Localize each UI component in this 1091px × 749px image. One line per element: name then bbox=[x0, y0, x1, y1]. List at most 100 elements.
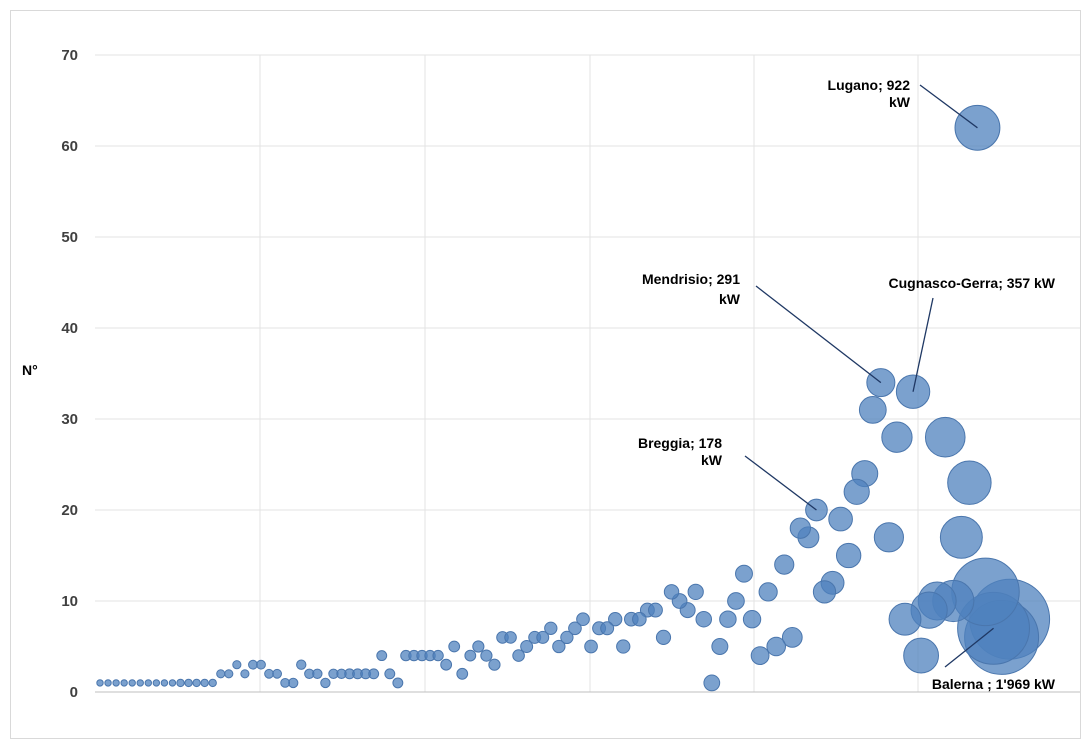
bubble-point bbox=[789, 517, 811, 539]
bubble-point bbox=[464, 649, 477, 662]
bubble-point bbox=[600, 621, 615, 636]
bubble-point bbox=[208, 678, 217, 688]
annotation-label: Cugnasco-Gerra; 357 kW bbox=[889, 275, 1056, 291]
annotation-leader-line bbox=[944, 627, 994, 668]
bubble-point bbox=[248, 659, 258, 670]
bubble-point bbox=[488, 658, 501, 671]
bubble-point bbox=[843, 478, 870, 505]
bubble-point bbox=[687, 583, 704, 601]
bubble-point bbox=[168, 679, 177, 687]
annotation-label: kW bbox=[701, 452, 723, 468]
annotation-label: kW bbox=[719, 291, 741, 307]
y-tick-label: 60 bbox=[61, 138, 78, 155]
bubble-point bbox=[924, 416, 966, 458]
bubble-point bbox=[384, 668, 396, 680]
bubble-point bbox=[176, 678, 185, 688]
bubble-point bbox=[224, 669, 234, 679]
annotation-leader-line bbox=[912, 297, 934, 392]
bubble-point bbox=[536, 630, 550, 644]
annotation-balerna: Balerna ; 1'969 kW bbox=[932, 627, 1056, 692]
bubble-point bbox=[735, 564, 753, 583]
bubble-point bbox=[954, 104, 1001, 151]
bubble-point bbox=[280, 678, 291, 688]
y-tick-label: 10 bbox=[61, 593, 78, 610]
bubble-point bbox=[781, 627, 803, 648]
bubble-point bbox=[888, 602, 922, 636]
annotation-cugnasco: Cugnasco-Gerra; 357 kW bbox=[889, 275, 1056, 392]
bubble-point bbox=[858, 396, 887, 424]
bubble-point bbox=[96, 679, 104, 687]
bubble-point bbox=[192, 678, 201, 688]
bubble-point bbox=[504, 631, 517, 644]
bubble-point bbox=[947, 460, 992, 505]
annotation-label: Mendrisio; 291 bbox=[642, 271, 740, 287]
bubble-point bbox=[376, 650, 388, 662]
bubble-point bbox=[272, 668, 283, 679]
bubble-point bbox=[112, 679, 120, 687]
bubble-point bbox=[711, 638, 729, 655]
bubble-point bbox=[152, 679, 161, 687]
annotation-label: kW bbox=[889, 94, 911, 110]
bubble-point bbox=[200, 678, 209, 688]
bubble-point bbox=[432, 649, 444, 662]
bubble-point bbox=[727, 592, 745, 610]
bubble-point bbox=[758, 582, 778, 602]
bubble-point bbox=[520, 640, 534, 653]
bubble-point bbox=[632, 611, 647, 627]
bubble-point bbox=[608, 612, 623, 627]
tick-layer: 0 10 20 30 40 50 60 70 bbox=[61, 47, 78, 701]
annotation-leader-line bbox=[744, 455, 817, 511]
bubble-point bbox=[663, 584, 680, 600]
bubble-point bbox=[695, 610, 713, 628]
y-tick-label: 40 bbox=[61, 320, 78, 337]
annotation-leader-line bbox=[755, 285, 882, 384]
bubble-point bbox=[812, 580, 837, 604]
bubble-layer bbox=[96, 104, 1051, 692]
bubble-point bbox=[895, 374, 931, 409]
bubble-point bbox=[320, 677, 331, 689]
bubble-point bbox=[368, 668, 380, 680]
bubble-point bbox=[774, 554, 795, 575]
bubble-point bbox=[312, 668, 323, 679]
bubble-point bbox=[576, 612, 590, 627]
bubble-point bbox=[440, 658, 453, 671]
annotation-label: Lugano; 922 bbox=[828, 77, 911, 93]
bubble-point bbox=[655, 629, 672, 645]
bubble-point bbox=[835, 542, 862, 569]
bubble-point bbox=[160, 679, 169, 687]
bubble-point bbox=[136, 679, 144, 687]
bubble-point bbox=[903, 637, 940, 674]
bubble-point bbox=[264, 668, 274, 679]
bubble-point bbox=[144, 679, 153, 687]
bubble-point bbox=[120, 679, 128, 687]
bubble-point bbox=[216, 669, 226, 679]
bubble-point bbox=[336, 668, 347, 679]
annotation-mendrisio: Mendrisio; 291 kW bbox=[642, 271, 882, 384]
bubble-point bbox=[881, 421, 913, 453]
annotation-leader-line bbox=[919, 84, 978, 129]
bubble-point bbox=[750, 646, 770, 665]
bubble-point bbox=[512, 649, 525, 662]
y-tick-label: 30 bbox=[61, 411, 78, 428]
bubble-point bbox=[256, 659, 266, 670]
bubble-point bbox=[456, 667, 469, 680]
bubble-point bbox=[480, 649, 493, 662]
bubble-point bbox=[616, 639, 631, 654]
y-tick-label: 50 bbox=[61, 229, 78, 246]
bubble-point bbox=[448, 640, 461, 653]
bubble-point bbox=[232, 660, 242, 670]
y-tick-label: 70 bbox=[61, 47, 78, 64]
bubble-point bbox=[104, 679, 112, 687]
bubble-point bbox=[703, 674, 721, 692]
bubble-point bbox=[742, 610, 762, 629]
bubble-point bbox=[939, 515, 983, 559]
bubble-point bbox=[472, 640, 485, 653]
bubble-point bbox=[128, 679, 136, 687]
bubble-point bbox=[648, 602, 663, 618]
bubble-point bbox=[544, 621, 558, 635]
bubble-point bbox=[584, 639, 598, 654]
bubble-point bbox=[766, 636, 786, 657]
annotation-label: Balerna ; 1'969 kW bbox=[932, 676, 1056, 692]
